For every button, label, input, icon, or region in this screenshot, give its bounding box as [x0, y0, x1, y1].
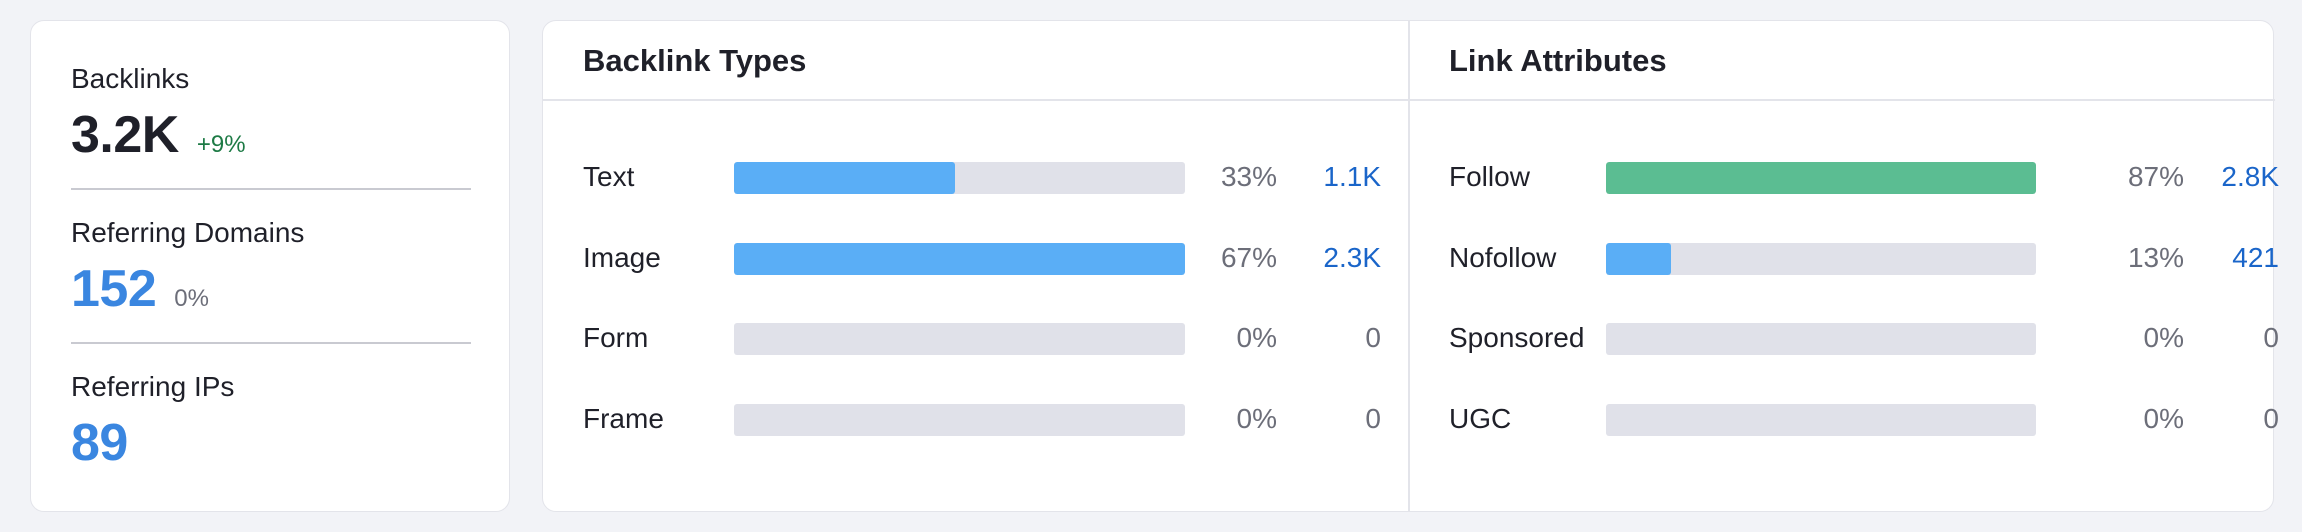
link-attributes-panel: Link Attributes Follow 87% 2.8K Nofollow 13%…	[1409, 21, 2279, 511]
bar-track	[734, 242, 1185, 275]
referring-ips-value[interactable]: 89	[71, 414, 128, 472]
referring-ips-label: Referring IPs	[71, 371, 235, 402]
row-percent: 0%	[2143, 402, 2184, 434]
bar-row-sponsored: Sponsored 0% 0	[1409, 318, 2279, 358]
divider	[71, 188, 471, 190]
link-attributes-title: Link Attributes	[1449, 43, 1667, 78]
row-percent: 67%	[1220, 241, 1277, 273]
row-label: Nofollow	[1449, 241, 1557, 273]
backlinks-delta: +9%	[196, 131, 246, 158]
row-percent: 87%	[2127, 161, 2184, 192]
bar-track	[734, 323, 1185, 355]
backlink-breakdown-card: Backlink Types Text 33% 1.1K Image 67% 2.3K Fo…	[542, 20, 2279, 512]
bar-fill	[1606, 242, 1671, 275]
bar-row-text: Text 33% 1.1K	[543, 157, 1408, 197]
bar-row-form: Form 0% 0	[543, 318, 1408, 358]
row-label: Form	[583, 322, 649, 353]
row-label: Follow	[1449, 161, 1530, 192]
referring-domains-value-row: 152 0%	[71, 259, 209, 319]
row-percent: 13%	[2127, 241, 2184, 273]
row-percent: 0%	[1236, 322, 1277, 353]
row-count-link[interactable]: 1.1K	[1323, 161, 1381, 192]
bar-track	[1606, 162, 2036, 194]
referring-domains-label: Referring Domains	[71, 217, 305, 248]
bar-track	[734, 162, 1185, 194]
bar-track	[1606, 323, 2036, 355]
bar-row-frame: Frame 0% 0	[543, 399, 1408, 439]
bar-row-nofollow: Nofollow 13% 421	[1409, 238, 2279, 278]
header-divider	[543, 99, 1408, 101]
row-count-link[interactable]: 421	[2232, 241, 2279, 273]
row-label: Sponsored	[1449, 322, 1585, 353]
row-count-link[interactable]: 2.3K	[1323, 241, 1381, 273]
backlinks-label: Backlinks	[71, 63, 190, 94]
backlink-types-panel: Backlink Types Text 33% 1.1K Image 67% 2.3K Fo…	[543, 21, 1408, 511]
backlinks-value-row: 3.2K +9%	[71, 105, 246, 165]
row-label: UGC	[1449, 402, 1512, 434]
referring-domains-value[interactable]: 152	[71, 260, 157, 318]
row-count: 0	[2263, 322, 2279, 353]
bar-row-image: Image 67% 2.3K	[543, 238, 1408, 278]
row-count: 0	[1365, 402, 1381, 434]
referring-ips-value-row: 89	[71, 413, 128, 473]
row-label: Frame	[583, 402, 664, 434]
row-percent: 0%	[2143, 322, 2184, 353]
bar-row-follow: Follow 87% 2.8K	[1409, 157, 2279, 197]
row-percent: 0%	[1236, 402, 1277, 434]
summary-card: Backlinks 3.2K +9% Referring Domains 152…	[30, 20, 510, 512]
row-count-link[interactable]: 2.8K	[2221, 161, 2279, 192]
panel-divider	[1408, 21, 1410, 511]
divider	[71, 342, 471, 344]
row-count: 0	[1365, 322, 1381, 353]
row-label: Text	[583, 161, 635, 192]
row-percent: 33%	[1220, 161, 1277, 192]
header-divider	[1409, 99, 2275, 101]
row-count: 0	[2263, 402, 2279, 434]
backlinks-value[interactable]: 3.2K	[71, 106, 179, 164]
bar-track	[1606, 403, 2036, 436]
bar-row-ugc: UGC 0% 0	[1409, 399, 2279, 439]
bar-track	[1606, 242, 2036, 275]
row-label: Image	[583, 241, 661, 273]
backlink-types-title: Backlink Types	[583, 43, 807, 78]
referring-domains-delta: 0%	[174, 285, 209, 312]
bar-fill	[734, 242, 1185, 275]
bar-fill	[1606, 162, 2036, 194]
bar-track	[734, 403, 1185, 436]
bar-fill	[734, 162, 955, 194]
